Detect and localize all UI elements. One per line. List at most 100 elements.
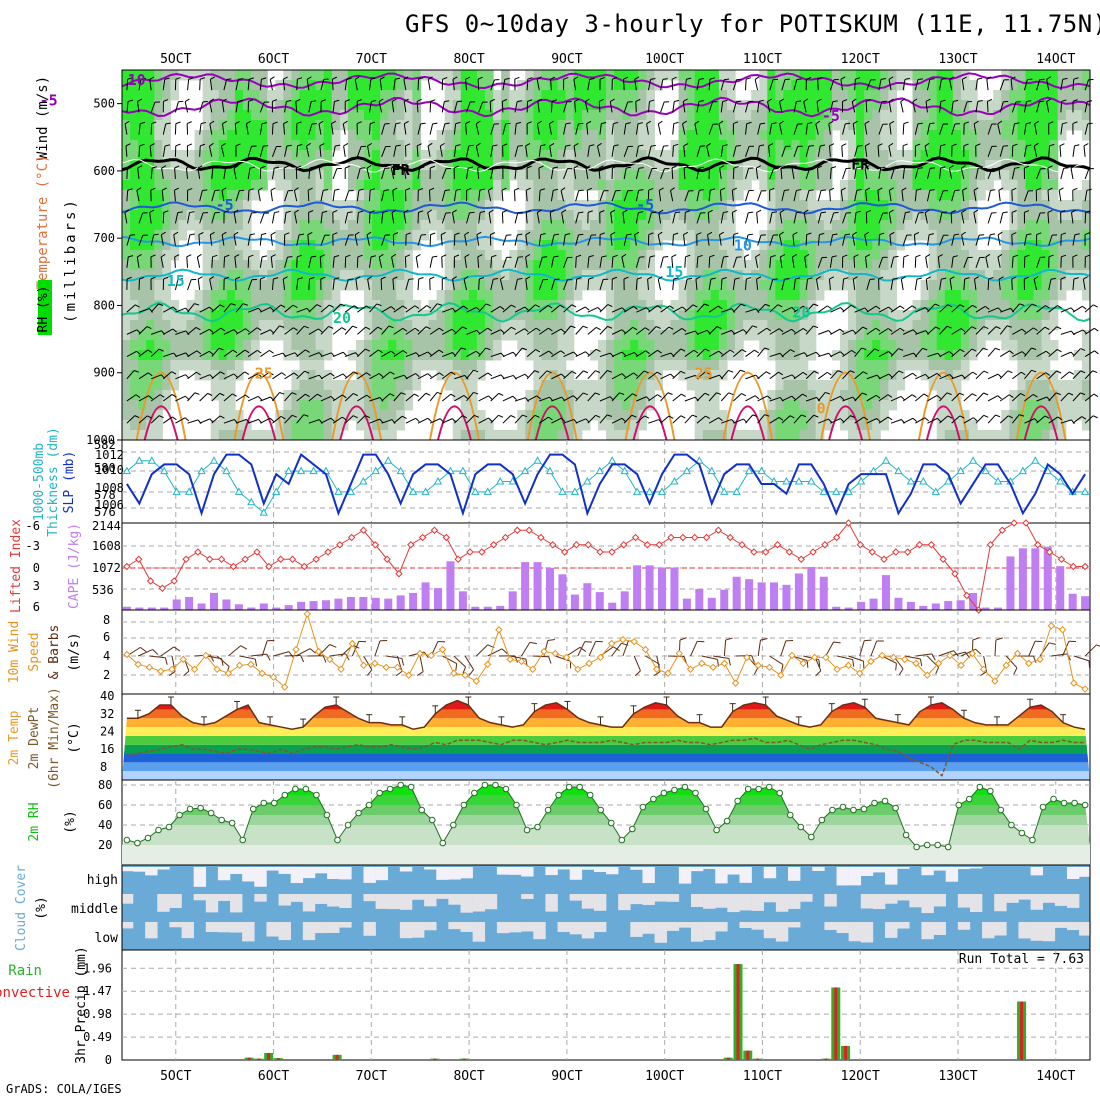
rh-shade-cell bbox=[1017, 80, 1027, 91]
rh-shade-cell bbox=[775, 90, 785, 101]
rh-shade-cell bbox=[622, 420, 631, 431]
upper-wind-barb bbox=[598, 101, 601, 113]
rh-shade-cell bbox=[541, 170, 551, 181]
rh-shade-cell bbox=[372, 360, 381, 371]
rh-shade-cell bbox=[396, 400, 405, 411]
upper-wind-barb bbox=[209, 231, 215, 236]
rh-shade-cell bbox=[122, 300, 131, 311]
rh-shade-cell bbox=[533, 80, 543, 91]
rh-shade-cell bbox=[783, 190, 793, 201]
rh-shade-cell bbox=[283, 90, 292, 101]
rh-shade-cell bbox=[848, 210, 857, 221]
upper-wind-barb bbox=[138, 395, 149, 402]
rh-shade-cell bbox=[807, 410, 817, 421]
rh-shade-cell bbox=[944, 290, 954, 301]
rh-shade-cell bbox=[767, 310, 776, 321]
rh-shade-cell bbox=[130, 290, 139, 301]
rh-shade-cell bbox=[888, 210, 897, 221]
rh-shade-cell bbox=[299, 190, 309, 201]
upper-wind-barb bbox=[150, 415, 160, 424]
rh-shade-cell bbox=[323, 390, 333, 401]
upper-wind-barb bbox=[235, 143, 241, 147]
upper-wind-barb bbox=[346, 77, 352, 80]
rh-shade-cell bbox=[178, 200, 188, 211]
upper-wind-barb bbox=[538, 257, 543, 268]
rh-shade-cell bbox=[234, 220, 244, 231]
rh-shade-cell bbox=[751, 270, 760, 281]
rh-shade-cell bbox=[557, 240, 567, 251]
rh-shade-cell bbox=[412, 180, 422, 191]
rh-shade-cell bbox=[912, 320, 922, 331]
rh-shade-cell bbox=[710, 220, 720, 231]
upper-wind-barb bbox=[527, 99, 533, 102]
upper-wind-barb bbox=[455, 121, 461, 125]
rh-shade-cell bbox=[646, 400, 655, 411]
upper-wind-barb bbox=[563, 279, 568, 291]
rh-shade-cell bbox=[848, 430, 857, 441]
rh-shade-cell bbox=[952, 240, 962, 251]
rh-shade-cell bbox=[533, 260, 543, 271]
rh-shade-cell bbox=[485, 240, 494, 251]
upper-wind-barb bbox=[391, 98, 397, 102]
rh-shade-cell bbox=[606, 140, 615, 151]
rh-shade-cell bbox=[380, 360, 389, 371]
rh-shade-cell bbox=[718, 310, 728, 321]
rh-shade-cell bbox=[880, 320, 889, 331]
upper-wind-barb bbox=[550, 256, 555, 268]
rh-shade-cell bbox=[807, 150, 817, 161]
rh-shade-cell bbox=[856, 280, 865, 291]
rh-shade-cell bbox=[767, 280, 776, 291]
rh-shade-cell bbox=[565, 340, 575, 351]
upper-wind-barb bbox=[150, 276, 156, 280]
upper-wind-barb bbox=[245, 123, 249, 135]
rh-shade-cell bbox=[307, 230, 317, 241]
rh-shade-cell bbox=[864, 330, 873, 341]
rh-shade-cell bbox=[928, 170, 938, 181]
rh-shade-cell bbox=[1033, 270, 1043, 281]
upper-wind-barb bbox=[526, 349, 536, 357]
rh-shade-cell bbox=[339, 400, 349, 411]
rh-shade-cell bbox=[1041, 290, 1051, 301]
rh-shade-cell bbox=[122, 190, 131, 201]
rh-shade-cell bbox=[573, 90, 583, 101]
rh-shade-cell bbox=[944, 210, 954, 221]
rh-shade-cell bbox=[130, 310, 139, 321]
upper-wind-barb bbox=[587, 234, 592, 246]
rh-shade-cell bbox=[969, 170, 978, 181]
rh-shade-cell bbox=[960, 360, 970, 371]
rh-shade-cell bbox=[452, 430, 462, 441]
rh-shade-cell bbox=[1033, 90, 1043, 101]
rh-shade-cell bbox=[872, 340, 881, 351]
rh-shade-cell bbox=[396, 190, 405, 201]
rh-shade-cell bbox=[476, 80, 486, 91]
rh-shade-cell bbox=[1065, 400, 1075, 411]
rh-shade-cell bbox=[372, 220, 381, 231]
upper-wind-barb bbox=[551, 350, 562, 358]
rh-shade-cell bbox=[194, 360, 204, 371]
rh-shade-cell bbox=[1057, 380, 1067, 391]
rh-shade-cell bbox=[234, 160, 244, 171]
rh-shade-cell bbox=[404, 380, 413, 391]
upper-wind-barb bbox=[454, 415, 463, 424]
rh-shade-cell bbox=[944, 120, 954, 131]
rh-shade-cell bbox=[606, 170, 615, 181]
rh-shade-cell bbox=[122, 410, 131, 421]
rh-shade-cell bbox=[960, 320, 970, 331]
rh-shade-cell bbox=[888, 250, 897, 261]
upper-wind-barb bbox=[560, 187, 566, 191]
rh-shade-cell bbox=[807, 350, 817, 361]
rh-shade-cell bbox=[331, 90, 341, 101]
upper-wind-barb bbox=[209, 98, 214, 103]
rh-shade-cell bbox=[138, 420, 147, 431]
rh-shade-cell bbox=[493, 130, 502, 141]
upper-wind-barb bbox=[514, 347, 523, 357]
rh-shade-cell bbox=[823, 270, 833, 281]
upper-wind-barb bbox=[320, 352, 332, 358]
rh-shade-cell bbox=[1057, 240, 1067, 251]
rh-shade-cell bbox=[831, 390, 841, 401]
rh-shade-cell bbox=[275, 330, 284, 341]
rh-shade-cell bbox=[791, 380, 801, 391]
upper-wind-barb bbox=[441, 393, 452, 402]
upper-wind-barb bbox=[124, 120, 130, 125]
rh-shade-cell bbox=[581, 70, 591, 81]
